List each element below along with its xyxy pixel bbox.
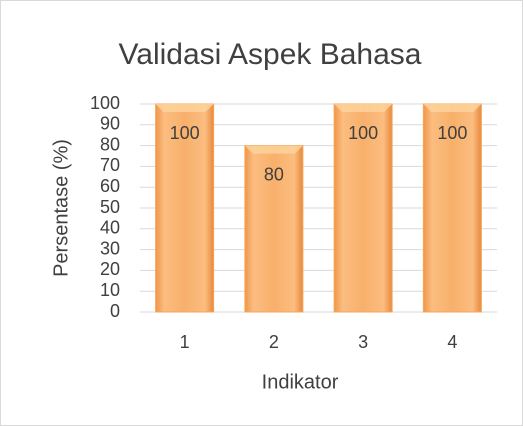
- x-tick-label: 2: [269, 332, 279, 352]
- x-tick-label: 3: [358, 332, 368, 352]
- y-tick-label: 40: [100, 218, 120, 238]
- bar: [155, 103, 215, 313]
- x-tick-label: 4: [447, 332, 457, 352]
- y-tick-label: 70: [100, 155, 120, 175]
- bar: [422, 103, 482, 313]
- y-tick-label: 0: [110, 301, 120, 321]
- y-axis-label: Persentase (%): [50, 139, 72, 277]
- y-tick-label: 30: [100, 238, 120, 258]
- bar-bevel: [334, 104, 393, 112]
- y-tick-label: 60: [100, 176, 120, 196]
- y-tick-label: 100: [90, 93, 120, 113]
- data-label: 100: [348, 123, 378, 143]
- bar-bevel: [423, 104, 482, 112]
- data-label: 100: [437, 123, 467, 143]
- bar-bevel: [155, 104, 214, 112]
- bar: [244, 145, 304, 313]
- x-tick-label: 1: [180, 332, 190, 352]
- x-axis-label: Indikator: [262, 371, 339, 393]
- y-tick-label: 90: [100, 114, 120, 134]
- chart-title: Validasi Aspek Bahasa: [119, 38, 422, 71]
- data-label: 80: [264, 164, 284, 184]
- bar-bevel: [244, 145, 303, 154]
- y-tick-label: 80: [100, 134, 120, 154]
- y-tick-label: 50: [100, 197, 120, 217]
- bar: [333, 103, 393, 313]
- y-tick-label: 20: [100, 259, 120, 279]
- data-label: 100: [170, 123, 200, 143]
- y-tick-label: 10: [100, 280, 120, 300]
